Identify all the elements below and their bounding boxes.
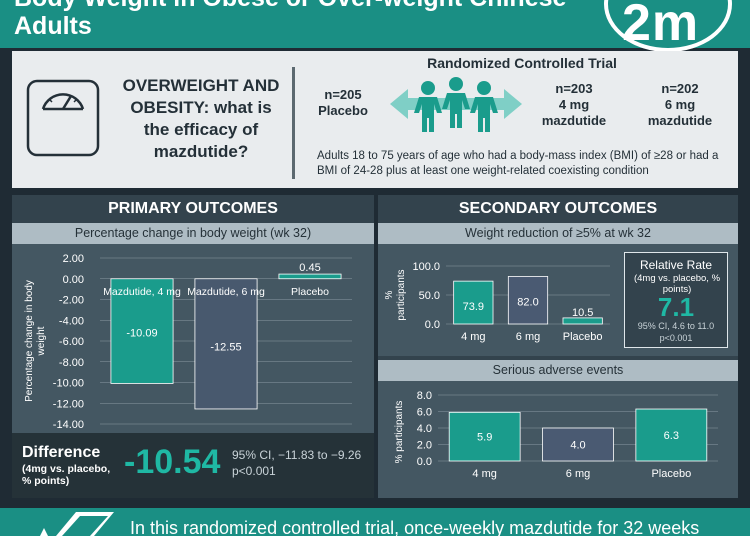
bar — [278, 273, 342, 280]
relative-rate-box: Relative Rate (4mg vs. placebo, % points… — [624, 252, 728, 348]
primary-bar-chart: 2.00 0.00 -2.00 -4.00 -6.00 -8.00 -10.00 -12.00… — [24, 253, 352, 431]
primary-heading: PRIMARY OUTCOMES — [108, 200, 278, 217]
bottom-banner: In this randomized controlled trial, onc… — [0, 508, 750, 536]
logo: 2m — [604, 0, 732, 52]
y-axis-label: weight — [36, 326, 47, 356]
arm-label: 6 mg mazdutide — [647, 97, 713, 128]
arm-label: 4 mg mazdutide — [541, 97, 607, 128]
category-label: 4 mg — [472, 468, 496, 480]
difference-sub: (4mg vs. placebo, % points) — [22, 463, 111, 487]
y-axis-label: participants — [396, 269, 407, 320]
bar — [635, 408, 708, 462]
divider — [292, 67, 295, 179]
bar-value-label: 0.45 — [299, 262, 320, 274]
weight-reduction-bar-chart: 100.0 50.0 0.0% participants 73.9 4 mg 82.0 6 m… — [384, 261, 610, 343]
bar — [110, 278, 174, 384]
bar-value-label: 82.0 — [517, 296, 538, 308]
difference-ci: 95% CI, −11.83 to −9.26 — [232, 448, 362, 462]
y-tick-label: 2.00 — [63, 253, 84, 265]
y-tick-label: 8.0 — [417, 390, 432, 402]
y-axis-label: % participants — [394, 401, 405, 464]
y-tick-label: 100.0 — [412, 261, 440, 273]
y-tick-label: 50.0 — [419, 290, 440, 302]
category-label: Mazdutide, 6 mg — [187, 286, 265, 298]
bar-value-label: 73.9 — [463, 301, 484, 313]
category-label: 6 mg — [566, 468, 590, 480]
y-tick-label: 0.00 — [63, 274, 84, 286]
bar-value-label: 10.5 — [572, 307, 593, 319]
primary-chart-area: 2.00 0.00 -2.00 -4.00 -6.00 -8.00 -10.00 -12.00… — [12, 244, 374, 433]
secondary-outcomes-panel: SECONDARY OUTCOMES Weight reduction of ≥… — [378, 195, 738, 498]
difference-p: p<0.001 — [232, 464, 276, 478]
people-icon — [390, 77, 522, 132]
arm-6mg: n=202 6 mg mazdutide — [638, 81, 722, 129]
y-tick-label: 6.0 — [417, 407, 432, 419]
scale-icon — [26, 79, 100, 157]
y-tick-label: -6.00 — [59, 336, 84, 348]
y-tick-label: 4.0 — [417, 423, 432, 435]
serious-adverse-events-bar-chart: 8.0 6.0 4.0 2.0 0.0 % participants 5.9 4 mg 4.0 6… — [394, 390, 718, 480]
arm-n: n=203 — [555, 81, 593, 96]
logo-text: 2m — [622, 0, 700, 52]
y-tick-label: -10.00 — [53, 378, 84, 390]
bar-value-label: 4.0 — [570, 440, 585, 452]
secondary-heading: SECONDARY OUTCOMES — [458, 200, 658, 217]
bar-value-label: 6.3 — [664, 430, 679, 442]
difference-value: -10.54 — [124, 443, 221, 481]
rr-p: p<0.001 — [659, 333, 693, 343]
trial-type: Randomized Controlled Trial — [427, 55, 617, 71]
category-label: Placebo — [563, 331, 603, 343]
primary-band: Percentage change in body weight (wk 32) — [12, 223, 374, 244]
category-label: 6 mg — [516, 331, 540, 343]
category-label: 4 mg — [461, 331, 485, 343]
y-tick-label: 0.0 — [417, 456, 432, 468]
secondary-band-sae: Serious adverse events — [378, 360, 738, 381]
eligibility-criteria: Adults 18 to 75 years of age who had a b… — [317, 150, 719, 177]
primary-outcomes-panel: PRIMARY OUTCOMES Percentage change in bo… — [12, 195, 374, 498]
bar — [194, 278, 258, 410]
bar — [562, 317, 603, 325]
arm-placebo: n=205 Placebo — [308, 87, 378, 119]
rr-sub: (4mg vs. placebo, % points) — [633, 273, 721, 295]
arm-n: n=205 — [324, 87, 362, 102]
difference-box: Difference (4mg vs. placebo, % points) -… — [12, 433, 374, 498]
y-axis-label: Percentage change in body — [24, 280, 35, 402]
y-tick-label: -14.00 — [53, 419, 84, 431]
bar-value-label: 5.9 — [477, 432, 492, 444]
bar — [542, 427, 614, 462]
bottom-text: In this randomized controlled trial, onc… — [130, 518, 700, 536]
category-label: Placebo — [291, 286, 329, 298]
bar-value-label: -10.09 — [126, 327, 157, 339]
pencil-icon — [40, 512, 114, 536]
bar — [507, 276, 549, 325]
y-tick-label: -2.00 — [59, 295, 84, 307]
bar — [448, 411, 521, 462]
y-tick-label: 2.0 — [417, 440, 432, 452]
sae-chart-area: 8.0 6.0 4.0 2.0 0.0 % participants 5.9 4 mg 4.0 6… — [378, 381, 738, 498]
arm-n: n=202 — [661, 81, 699, 96]
y-tick-label: -8.00 — [59, 357, 84, 369]
y-tick-label: 0.0 — [425, 319, 440, 331]
secondary-band-weight: Weight reduction of ≥5% at wk 32 — [378, 223, 738, 244]
bar-value-label: -12.55 — [210, 341, 241, 353]
page-title: Body Weight in Obese or Over-weight Chin… — [14, 0, 566, 40]
category-label: Mazdutide, 4 mg — [103, 286, 181, 298]
rr-title: Relative Rate — [639, 258, 713, 272]
bar — [453, 280, 494, 325]
arm-label: Placebo — [318, 103, 368, 118]
weight-reduction-chart-area: 100.0 50.0 0.0% participants 73.9 4 mg 82.0 6 m… — [378, 244, 738, 356]
category-label: Placebo — [651, 468, 691, 480]
arm-4mg: n=203 4 mg mazdutide — [534, 81, 614, 129]
y-axis-label: % — [384, 290, 395, 299]
y-tick-label: -4.00 — [59, 315, 84, 327]
header-bar: Body Weight in Obese or Over-weight Chin… — [0, 0, 750, 52]
y-tick-label: -12.00 — [53, 398, 84, 410]
question-text: OVERWEIGHT AND OBESITY: what is the effi… — [122, 76, 280, 161]
rr-ci: 95% CI, 4.6 to 11.0 — [637, 321, 715, 331]
rr-value: 7.1 — [657, 292, 695, 322]
intro-panel: OVERWEIGHT AND OBESITY: what is the effi… — [12, 51, 738, 188]
difference-label: Difference — [22, 444, 101, 461]
